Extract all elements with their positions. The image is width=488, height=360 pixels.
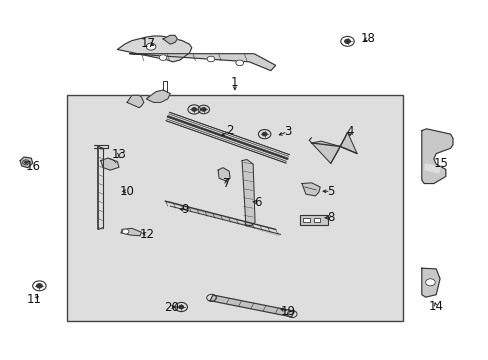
Circle shape [179, 305, 183, 309]
Polygon shape [146, 90, 170, 102]
Text: 10: 10 [120, 185, 135, 198]
Polygon shape [218, 168, 230, 181]
Circle shape [344, 39, 350, 44]
Polygon shape [424, 164, 439, 173]
Polygon shape [127, 95, 143, 108]
Text: 4: 4 [346, 125, 353, 138]
Circle shape [191, 108, 196, 111]
Polygon shape [302, 183, 320, 196]
Polygon shape [209, 295, 294, 317]
Text: 1: 1 [231, 76, 238, 90]
Text: 11: 11 [27, 293, 42, 306]
Text: 12: 12 [140, 228, 154, 241]
Text: 15: 15 [433, 157, 447, 170]
Text: 8: 8 [327, 211, 334, 224]
Polygon shape [242, 159, 255, 226]
Polygon shape [421, 268, 439, 297]
Bar [299, 215, 328, 225]
Text: 19: 19 [281, 305, 295, 318]
Text: 17: 17 [141, 37, 156, 50]
Circle shape [159, 55, 166, 60]
Polygon shape [121, 228, 141, 236]
Circle shape [201, 108, 206, 111]
Polygon shape [20, 157, 33, 168]
Circle shape [37, 284, 42, 288]
Circle shape [262, 132, 266, 136]
Polygon shape [101, 158, 119, 170]
Bar [303, 218, 309, 222]
Circle shape [24, 161, 27, 163]
Text: 7: 7 [222, 177, 229, 190]
Polygon shape [117, 36, 191, 62]
Polygon shape [311, 132, 356, 163]
Polygon shape [129, 54, 275, 71]
Circle shape [122, 229, 129, 234]
Circle shape [207, 56, 214, 62]
Polygon shape [163, 35, 177, 44]
Polygon shape [421, 129, 452, 184]
Circle shape [425, 279, 434, 286]
Bar [67, 95, 402, 321]
Text: 16: 16 [26, 160, 41, 173]
Text: 9: 9 [181, 203, 188, 216]
Text: 14: 14 [428, 300, 443, 313]
Text: 2: 2 [226, 124, 233, 137]
Text: 5: 5 [326, 185, 334, 198]
Text: 18: 18 [360, 32, 375, 45]
Text: 20: 20 [163, 301, 178, 314]
Circle shape [146, 43, 156, 50]
Text: 3: 3 [284, 125, 291, 138]
Text: 6: 6 [254, 196, 261, 209]
Circle shape [235, 60, 243, 66]
Text: 13: 13 [111, 148, 126, 161]
Bar [313, 218, 320, 222]
